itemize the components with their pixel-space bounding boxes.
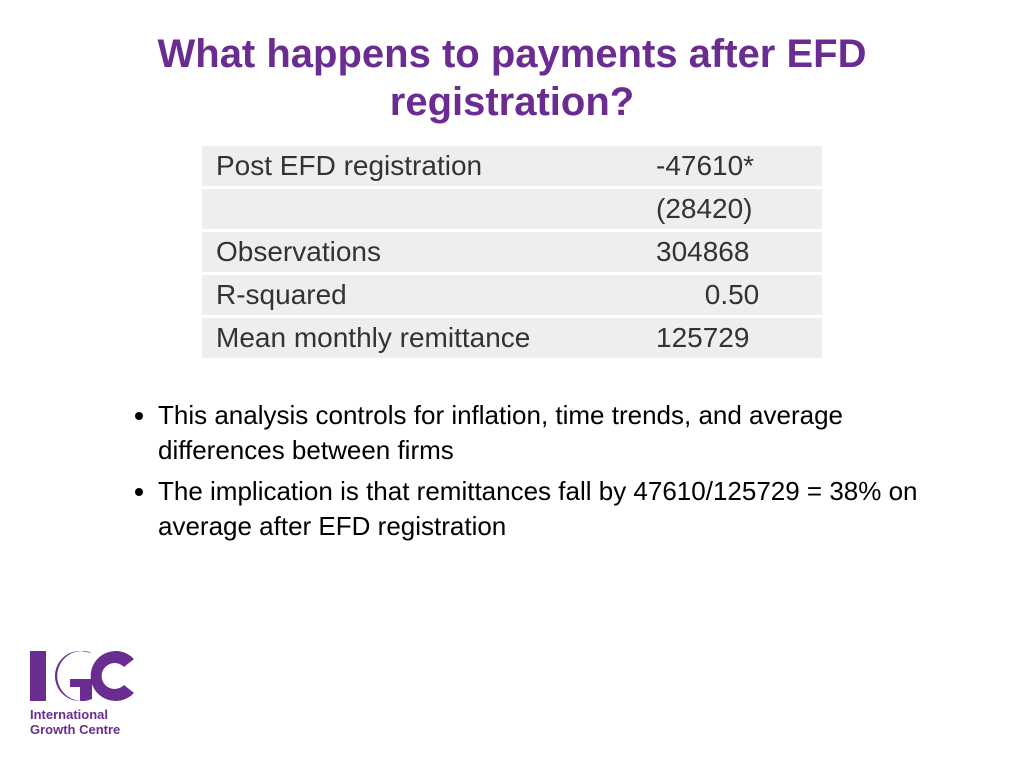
igc-logo: International Growth Centre (30, 651, 140, 738)
list-item: This analysis controls for inflation, ti… (158, 398, 924, 468)
table-row: (28420) (202, 189, 822, 229)
regression-table: Post EFD registration-47610* (28420) Obs… (202, 146, 822, 358)
list-item: The implication is that remittances fall… (158, 474, 924, 544)
table-row: R-squared0.50 (202, 275, 822, 315)
table-row: Mean monthly remittance125729 (202, 318, 822, 358)
logo-text-line1: International (30, 707, 140, 723)
logo-text-line2: Growth Centre (30, 722, 140, 738)
table-row: Post EFD registration-47610* (202, 146, 822, 186)
bullet-list: This analysis controls for inflation, ti… (130, 398, 924, 544)
logo-icon (30, 651, 140, 701)
slide-title: What happens to payments after EFD regis… (0, 0, 1024, 146)
table-row: Observations304868 (202, 232, 822, 272)
